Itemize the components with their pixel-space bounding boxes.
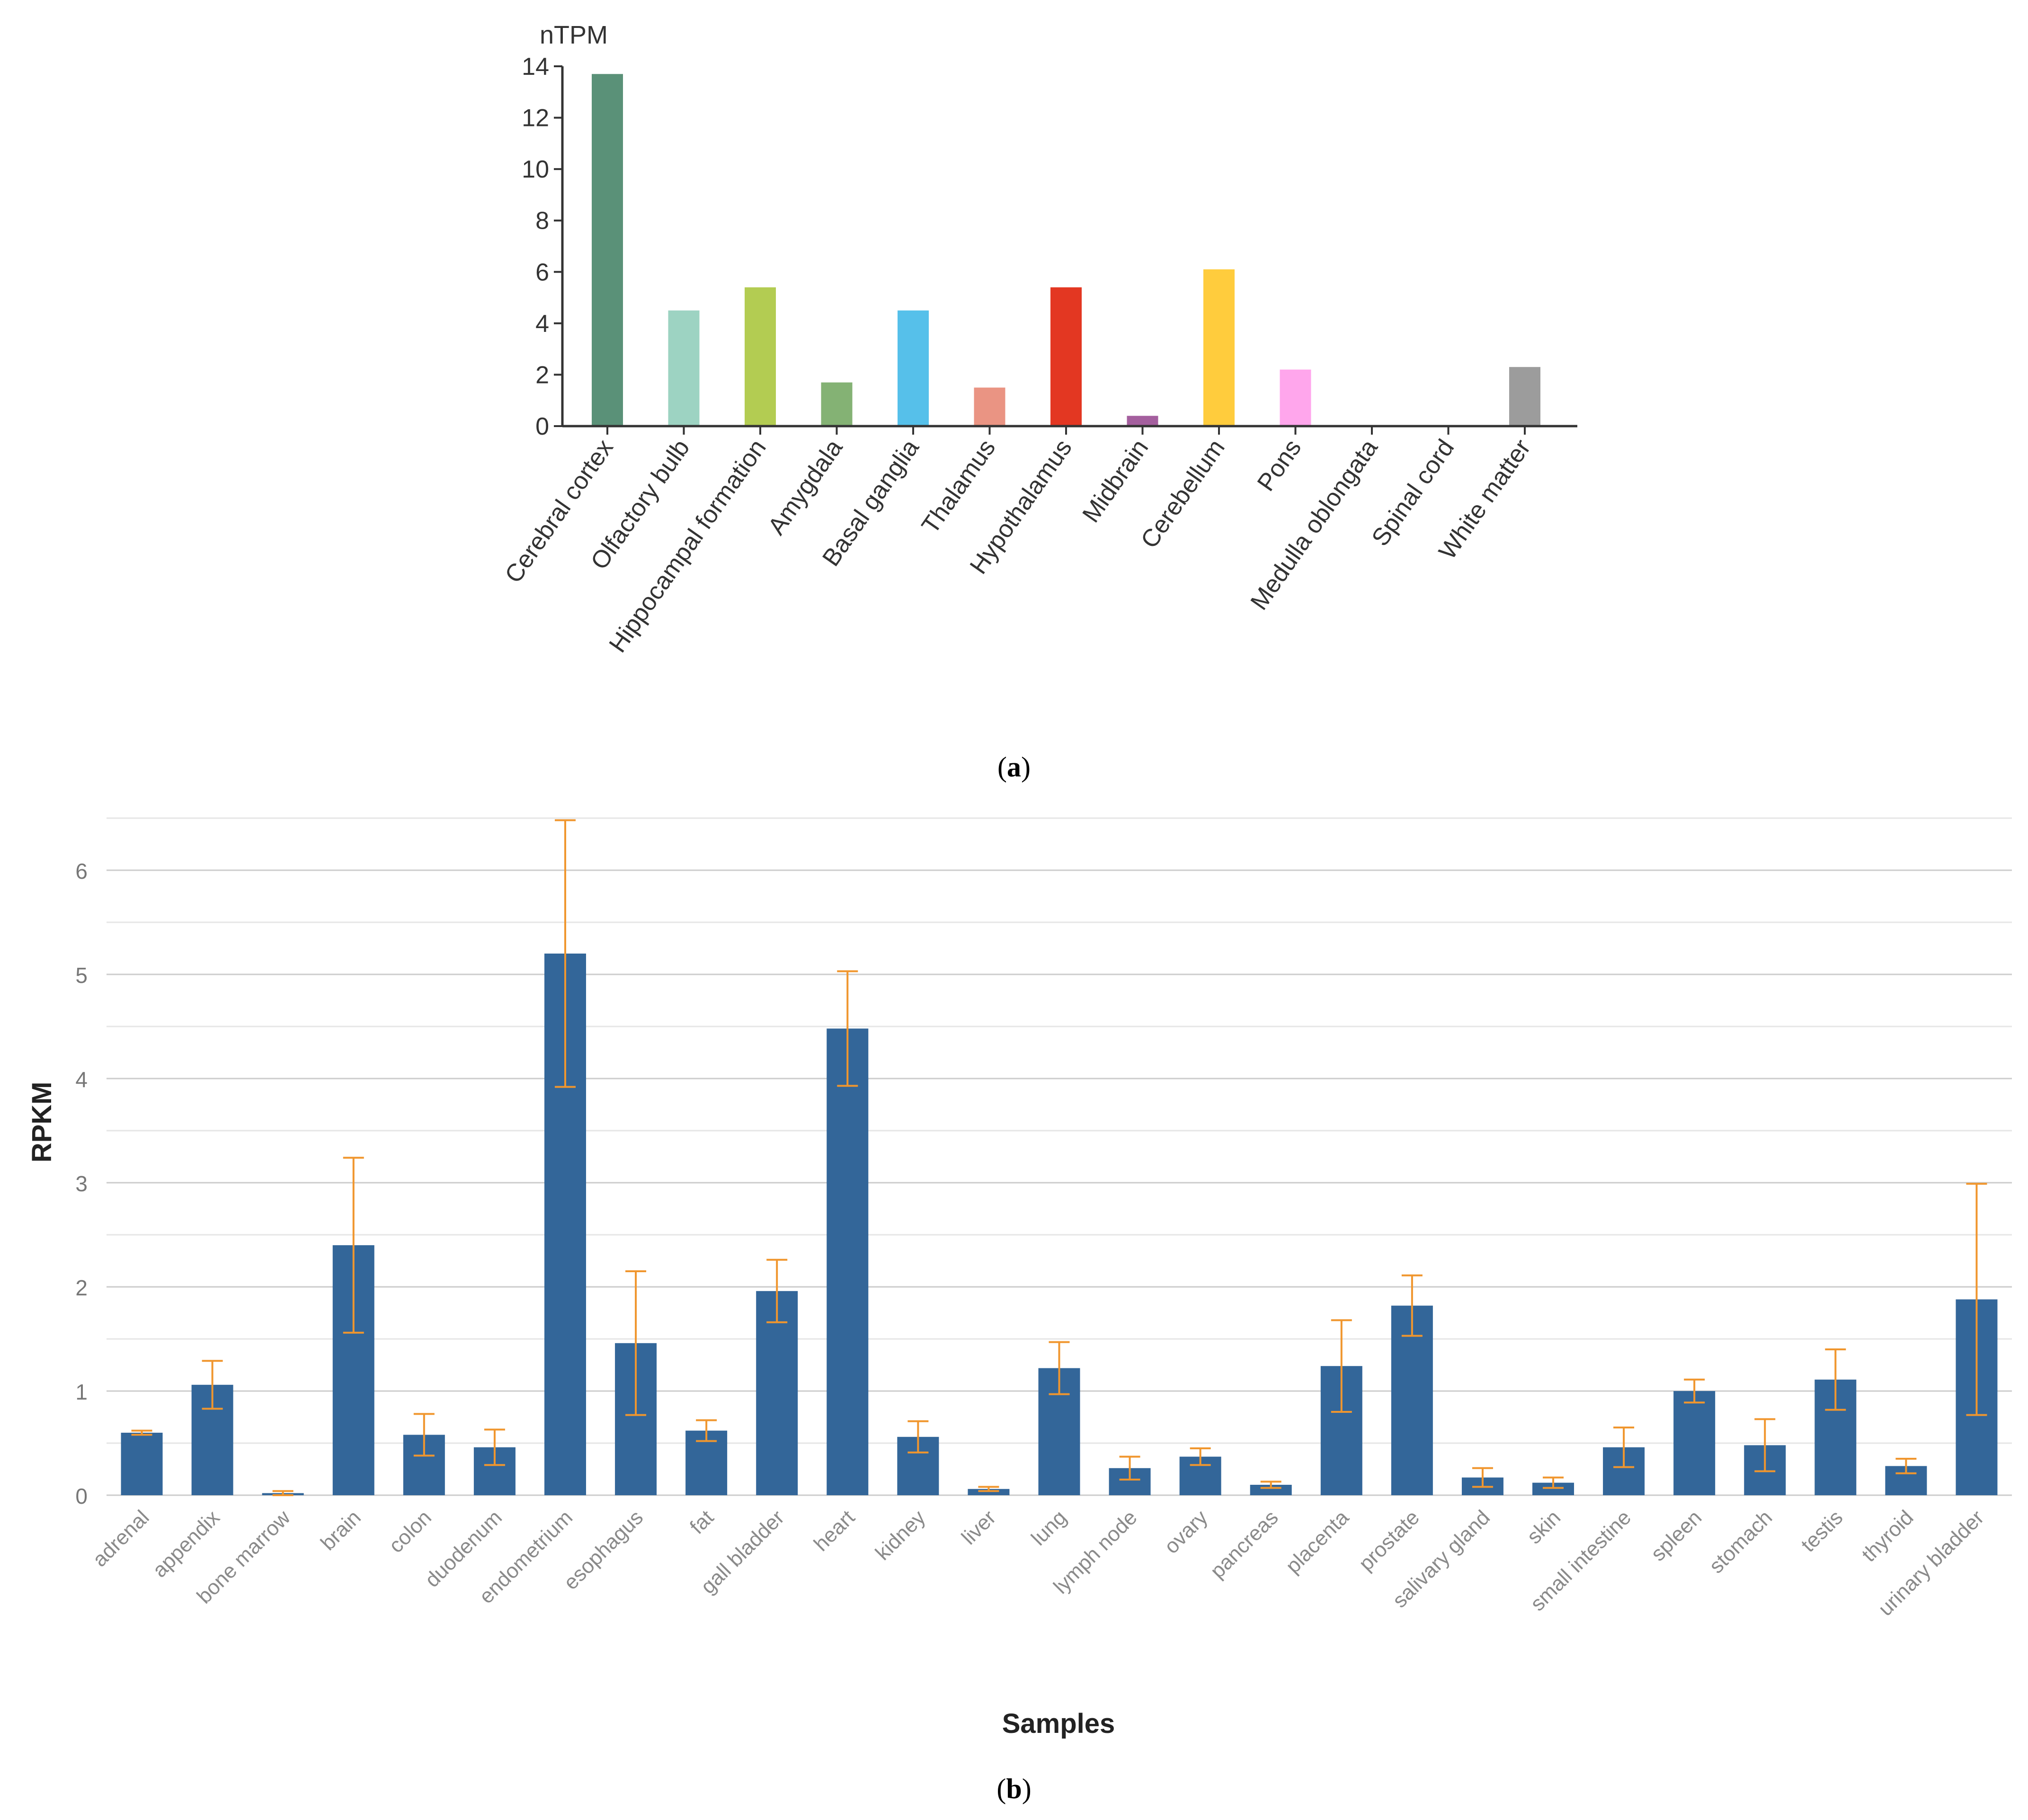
chart-a-bar-hippocampal-formation xyxy=(745,287,776,426)
chart-a-bar-cerebral-cortex xyxy=(592,74,623,427)
chart-b-y-ticks: 0 1 2 3 4 5 6 xyxy=(75,859,88,1508)
chart-a-bar-white-matter xyxy=(1509,367,1540,426)
chart-a-bar-thalamus xyxy=(974,387,1005,426)
panel-b-caption-letter: b xyxy=(1006,1773,1022,1804)
panel-b-caption-open: ( xyxy=(996,1773,1006,1804)
chart-b-x-tick-label-ovary: ovary xyxy=(1160,1506,1212,1558)
chart-b-x-tick-label-prostate: prostate xyxy=(1354,1506,1424,1575)
chart-b-x-tick-label-thyroid: thyroid xyxy=(1857,1506,1918,1566)
chart-b-bar-adrenal xyxy=(121,1433,163,1495)
chart-b-x-tick-label-spleen: spleen xyxy=(1646,1506,1706,1565)
panel-a-caption-close: ) xyxy=(1021,751,1031,783)
chart-b-y-tick-label: 6 xyxy=(75,859,88,883)
chart-a-y-tick-label: 10 xyxy=(522,156,549,183)
chart-a-bar-pons xyxy=(1280,369,1311,426)
chart-b-bar-prostate xyxy=(1391,1305,1433,1495)
chart-b-x-tick-label-fat: fat xyxy=(685,1506,718,1538)
chart-b-y-tick-label: 0 xyxy=(75,1484,88,1508)
chart-b-x-tick-label-kidney: kidney xyxy=(871,1506,930,1565)
chart-a-x-tick-label-pons: Pons xyxy=(1252,435,1307,496)
chart-a-y-axis-label: nTPM xyxy=(540,21,608,49)
chart-b-y-tick-label: 4 xyxy=(75,1067,88,1092)
chart-a-bar-basal-ganglia xyxy=(898,310,929,426)
chart-a-nTPM-brain-regions: nTPM 0 2 4 6 8 10 12 14 Cerebral cortexOlfactor… xyxy=(499,21,1577,658)
chart-b-x-tick-label-lung: lung xyxy=(1027,1506,1071,1550)
chart-a-x-tick-label-amygdala: Amygdala xyxy=(763,435,848,540)
chart-a-y-tick-label: 0 xyxy=(535,413,549,440)
chart-a-bar-hypothalamus xyxy=(1050,287,1082,426)
chart-b-x-tick-label-testis: testis xyxy=(1797,1506,1847,1556)
chart-a-x-tick-label-midbrain: Midbrain xyxy=(1077,435,1154,528)
chart-a-x-tick-label-thalamus: Thalamus xyxy=(916,435,1001,539)
chart-b-x-tick-label-pancreas: pancreas xyxy=(1206,1506,1283,1583)
chart-a-y-tick-label: 8 xyxy=(535,207,549,235)
chart-b-x-axis-label: Samples xyxy=(1002,1708,1115,1739)
chart-a-bar-midbrain xyxy=(1127,416,1158,426)
panel-b-caption-close: ) xyxy=(1022,1773,1032,1804)
chart-b-x-tick-label-appendix: appendix xyxy=(148,1506,224,1582)
chart-a-y-tick-label: 12 xyxy=(522,105,549,132)
chart-b-x-tick-label-skin: skin xyxy=(1522,1506,1565,1548)
panel-b-caption: (b) xyxy=(996,1773,1031,1804)
chart-b-x-tick-label-heart: heart xyxy=(809,1506,860,1556)
chart-b-x-tick-label-colon: colon xyxy=(384,1506,436,1557)
chart-a-x-tick-label-hippocampal-formation: Hippocampal formation xyxy=(604,435,772,658)
chart-b-y-tick-label: 2 xyxy=(75,1276,88,1300)
chart-b-bars xyxy=(121,954,1998,1495)
panel-a-caption: (a) xyxy=(997,751,1031,783)
chart-b-x-tick-label-adrenal: adrenal xyxy=(88,1506,153,1571)
chart-b-bar-heart xyxy=(827,1028,869,1495)
chart-a-y-tick-label: 6 xyxy=(535,259,549,286)
chart-b-x-tick-label-stomach: stomach xyxy=(1705,1506,1777,1578)
chart-a-y-ticks: 0 2 4 6 8 10 12 14 xyxy=(522,53,562,440)
chart-b-x-tick-label-brain: brain xyxy=(316,1506,365,1555)
chart-a-bar-olfactory-bulb xyxy=(668,310,700,426)
chart-b-y-tick-label: 5 xyxy=(75,963,88,988)
panel-a-caption-open: ( xyxy=(997,751,1007,783)
panel-a-caption-letter: a xyxy=(1007,751,1021,783)
chart-a-y-tick-label: 4 xyxy=(535,310,549,338)
chart-b-x-tick-label-placenta: placenta xyxy=(1281,1506,1354,1578)
chart-a-y-tick-label: 14 xyxy=(522,53,549,80)
chart-a-y-tick-label: 2 xyxy=(535,361,549,389)
chart-b-error-bars xyxy=(131,819,1987,1496)
chart-b-x-tick-label-liver: liver xyxy=(957,1506,1001,1549)
chart-a-bar-cerebellum xyxy=(1203,269,1235,426)
chart-a-bar-amygdala xyxy=(821,382,853,426)
chart-b-bar-spleen xyxy=(1673,1391,1716,1495)
chart-b-y-axis-label: RPKM xyxy=(27,1082,57,1163)
chart-b-bar-gall-bladder xyxy=(756,1291,798,1495)
chart-a-bars xyxy=(592,74,1540,427)
chart-b-y-tick-label: 1 xyxy=(75,1380,88,1404)
chart-b-y-tick-label: 3 xyxy=(75,1171,88,1196)
